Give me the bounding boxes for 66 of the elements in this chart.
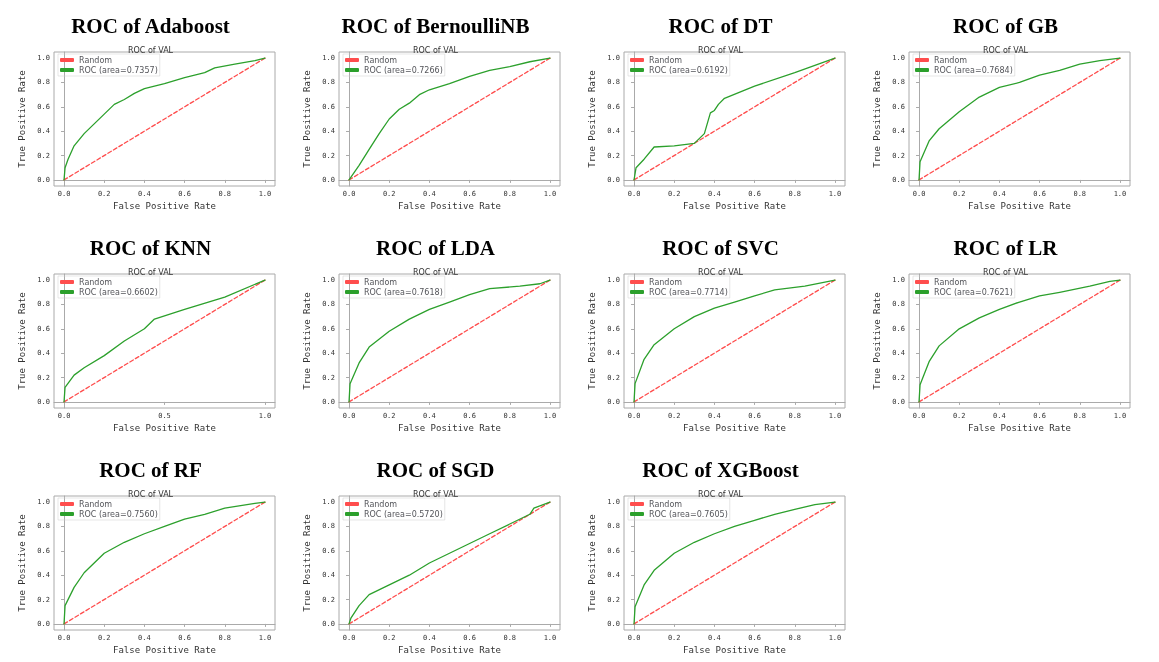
y-axis-title: True Positive Rate	[301, 292, 312, 390]
x-axis-title: False Positive Rate	[968, 201, 1071, 212]
legend-label: Random	[649, 55, 683, 65]
y-axis-title: True Positive Rate	[871, 70, 882, 168]
y-axis-title: True Positive Rate	[301, 514, 312, 612]
y-axis-title: True Positive Rate	[301, 70, 312, 168]
chart-subtitle: ROC of VAL	[982, 267, 1029, 277]
x-axis-title: False Positive Rate	[398, 423, 501, 434]
chart-title: ROC of GB	[953, 13, 1058, 38]
y-axis-title: True Positive Rate	[586, 292, 597, 390]
legend-label: ROC (area=0.7560)	[79, 509, 158, 519]
x-axis-title: False Positive Rate	[968, 423, 1071, 434]
legend-label: Random	[364, 499, 398, 509]
y-axis-title: True Positive Rate	[586, 70, 597, 168]
legend-label: ROC (area=0.7357)	[79, 65, 158, 75]
chart-subtitle: ROC of VAL	[697, 45, 744, 55]
legend-label: ROC (area=0.6192)	[649, 65, 728, 75]
legend-label: Random	[79, 277, 113, 287]
chart-subtitle: ROC of VAL	[412, 267, 459, 277]
legend-label: ROC (area=0.7266)	[364, 65, 443, 75]
chart-title: ROC of LR	[953, 235, 1059, 260]
chart-subtitle: ROC of VAL	[127, 45, 174, 55]
chart-title: ROC of SVC	[662, 235, 779, 260]
y-axis-title: True Positive Rate	[871, 292, 882, 390]
x-axis-title: False Positive Rate	[398, 201, 501, 212]
legend-label: Random	[364, 277, 398, 287]
legend-label: Random	[649, 277, 683, 287]
chart-subtitle: ROC of VAL	[697, 489, 744, 499]
chart-title: ROC of SGD	[376, 457, 495, 482]
legend-label: ROC (area=0.7618)	[364, 287, 443, 297]
y-axis-title: True Positive Rate	[16, 70, 27, 168]
legend-label: ROC (area=0.7684)	[934, 65, 1013, 75]
chart-subtitle: ROC of VAL	[127, 267, 174, 277]
y-axis-title: True Positive Rate	[586, 514, 597, 612]
chart-subtitle: ROC of VAL	[127, 489, 174, 499]
legend-label: Random	[364, 55, 398, 65]
chart-title: ROC of BernoulliNB	[341, 13, 530, 38]
legend-label: Random	[79, 499, 113, 509]
chart-subtitle: ROC of VAL	[697, 267, 744, 277]
x-axis-title: False Positive Rate	[113, 423, 216, 434]
chart-title: ROC of DT	[668, 13, 773, 38]
chart-subtitle: ROC of VAL	[982, 45, 1029, 55]
legend-label: Random	[79, 55, 113, 65]
legend-label: ROC (area=0.5720)	[364, 509, 443, 519]
chart-subtitle: ROC of VAL	[412, 489, 459, 499]
legend-label: Random	[934, 55, 968, 65]
legend-label: ROC (area=0.7621)	[934, 287, 1013, 297]
x-axis-title: False Positive Rate	[398, 645, 501, 656]
chart-title: ROC of LDA	[376, 235, 496, 260]
legend-label: ROC (area=0.7605)	[649, 509, 728, 519]
y-axis-title: True Positive Rate	[16, 292, 27, 390]
chart-title: ROC of KNN	[89, 235, 212, 260]
legend-label: Random	[649, 499, 683, 509]
x-axis-title: False Positive Rate	[113, 645, 216, 656]
chart-title: ROC of Adaboost	[71, 13, 230, 38]
chart-title: ROC of XGBoost	[642, 457, 799, 482]
x-axis-title: False Positive Rate	[683, 423, 786, 434]
chart-subtitle: ROC of VAL	[412, 45, 459, 55]
y-axis-title: True Positive Rate	[16, 514, 27, 612]
x-axis-title: False Positive Rate	[113, 201, 216, 212]
chart-title: ROC of RF	[99, 457, 202, 482]
x-axis-title: False Positive Rate	[683, 201, 786, 212]
legend-label: Random	[934, 277, 968, 287]
legend-label: ROC (area=0.6602)	[79, 287, 158, 297]
x-axis-title: False Positive Rate	[683, 645, 786, 656]
legend-label: ROC (area=0.7714)	[649, 287, 728, 297]
